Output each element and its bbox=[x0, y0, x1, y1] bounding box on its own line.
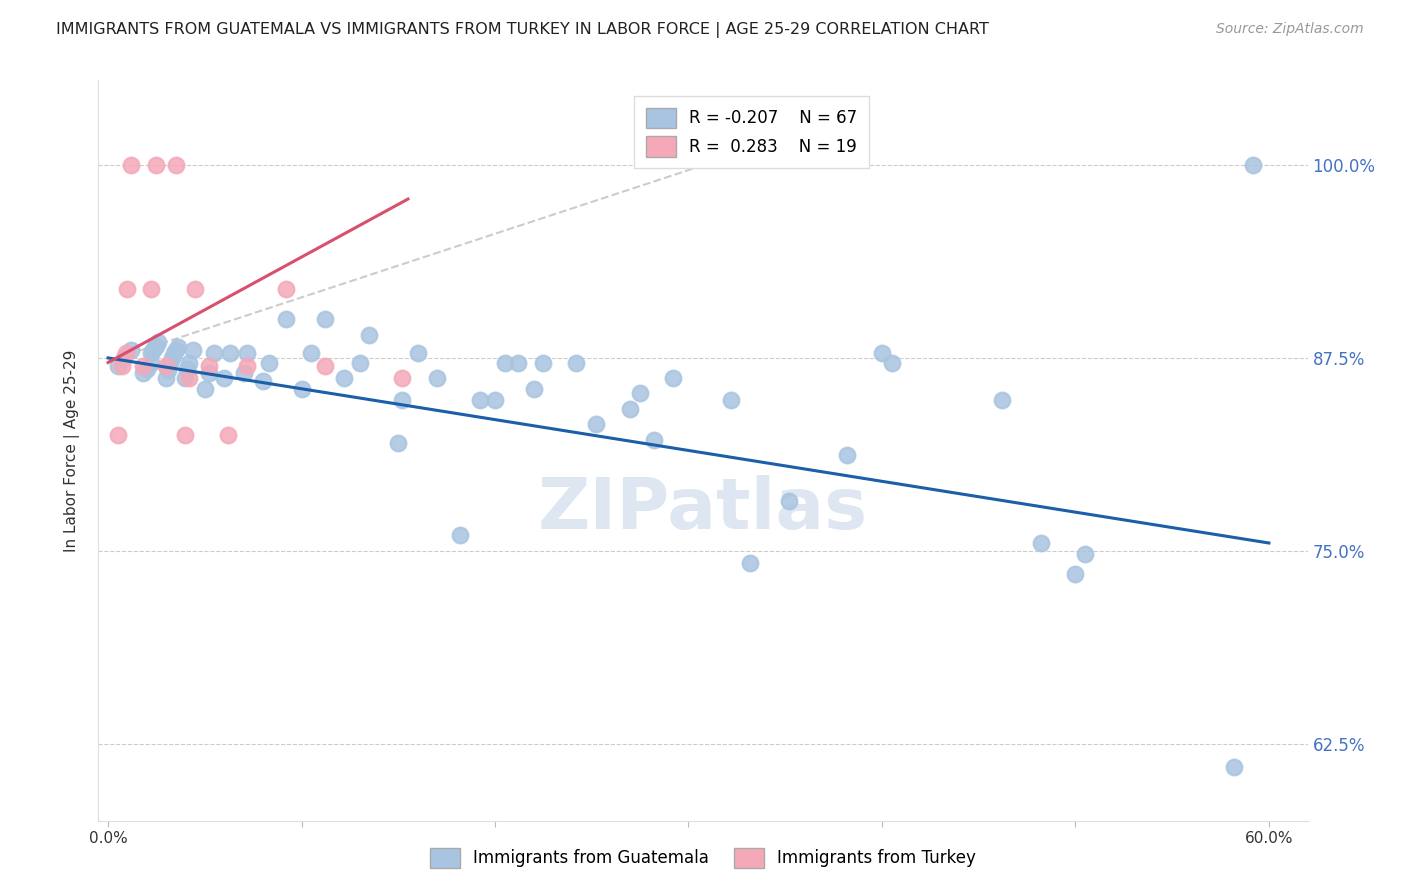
Point bbox=[120, 158, 142, 172]
Point bbox=[157, 363, 180, 377]
Point bbox=[112, 351, 135, 365]
Point bbox=[314, 359, 336, 373]
Text: ZIPatlas: ZIPatlas bbox=[538, 475, 868, 544]
Text: Source: ZipAtlas.com: Source: ZipAtlas.com bbox=[1216, 22, 1364, 37]
Point bbox=[204, 346, 226, 360]
Point bbox=[314, 312, 336, 326]
Point bbox=[391, 392, 413, 407]
Point bbox=[391, 371, 413, 385]
Point bbox=[139, 355, 162, 369]
Point bbox=[406, 346, 429, 360]
Point bbox=[359, 327, 381, 342]
Point bbox=[274, 281, 297, 295]
Point bbox=[778, 494, 800, 508]
Point bbox=[1223, 759, 1246, 773]
Point bbox=[155, 371, 177, 385]
Point bbox=[274, 312, 297, 326]
Point bbox=[252, 374, 274, 388]
Point bbox=[179, 355, 201, 369]
Point bbox=[145, 338, 167, 352]
Point bbox=[236, 346, 259, 360]
Point bbox=[159, 355, 181, 369]
Point bbox=[165, 158, 187, 172]
Point bbox=[468, 392, 491, 407]
Point bbox=[135, 361, 157, 376]
Point bbox=[508, 355, 530, 369]
Point bbox=[643, 433, 665, 447]
Point bbox=[523, 382, 546, 396]
Point bbox=[662, 371, 685, 385]
Point bbox=[1074, 547, 1097, 561]
Point bbox=[870, 346, 893, 360]
Point bbox=[236, 359, 259, 373]
Point bbox=[179, 371, 201, 385]
Point bbox=[880, 355, 903, 369]
Point bbox=[181, 343, 204, 358]
Point bbox=[176, 361, 198, 376]
Legend: Immigrants from Guatemala, Immigrants from Turkey: Immigrants from Guatemala, Immigrants fr… bbox=[423, 841, 983, 875]
Point bbox=[184, 281, 207, 295]
Point bbox=[217, 428, 239, 442]
Point bbox=[494, 355, 516, 369]
Point bbox=[145, 158, 167, 172]
Point bbox=[426, 371, 449, 385]
Point bbox=[142, 343, 165, 358]
Point bbox=[117, 281, 139, 295]
Point bbox=[585, 417, 607, 432]
Point bbox=[174, 371, 197, 385]
Point bbox=[628, 386, 651, 401]
Y-axis label: In Labor Force | Age 25-29: In Labor Force | Age 25-29 bbox=[63, 350, 80, 551]
Point bbox=[194, 382, 217, 396]
Point bbox=[107, 428, 129, 442]
Point bbox=[212, 371, 235, 385]
Point bbox=[449, 528, 471, 542]
Point bbox=[120, 343, 142, 358]
Point bbox=[257, 355, 280, 369]
Point bbox=[484, 392, 506, 407]
Point bbox=[132, 359, 155, 373]
Point bbox=[619, 401, 641, 416]
Point bbox=[299, 346, 322, 360]
Point bbox=[148, 335, 170, 350]
Point bbox=[114, 346, 136, 360]
Point bbox=[132, 367, 155, 381]
Point bbox=[165, 343, 187, 358]
Point bbox=[174, 428, 197, 442]
Point bbox=[565, 355, 588, 369]
Text: IMMIGRANTS FROM GUATEMALA VS IMMIGRANTS FROM TURKEY IN LABOR FORCE | AGE 25-29 C: IMMIGRANTS FROM GUATEMALA VS IMMIGRANTS … bbox=[56, 22, 988, 38]
Point bbox=[333, 371, 356, 385]
Point bbox=[219, 346, 242, 360]
Point bbox=[837, 448, 859, 462]
Point bbox=[197, 359, 219, 373]
Point bbox=[1241, 158, 1264, 172]
Point bbox=[740, 556, 762, 570]
Point bbox=[163, 346, 186, 360]
Point bbox=[143, 340, 166, 354]
Point bbox=[349, 355, 371, 369]
Point bbox=[1064, 566, 1087, 581]
Point bbox=[290, 382, 312, 396]
Point bbox=[232, 367, 254, 381]
Point bbox=[197, 367, 219, 381]
Point bbox=[531, 355, 554, 369]
Point bbox=[166, 340, 188, 354]
Point bbox=[991, 392, 1014, 407]
Point bbox=[1029, 536, 1052, 550]
Point bbox=[139, 346, 162, 360]
Point bbox=[160, 351, 183, 365]
Point bbox=[155, 359, 177, 373]
Point bbox=[107, 359, 129, 373]
Legend: R = -0.207    N = 67, R =  0.283    N = 19: R = -0.207 N = 67, R = 0.283 N = 19 bbox=[634, 96, 869, 169]
Point bbox=[387, 435, 409, 450]
Point bbox=[111, 359, 134, 373]
Point bbox=[139, 281, 162, 295]
Point bbox=[720, 392, 742, 407]
